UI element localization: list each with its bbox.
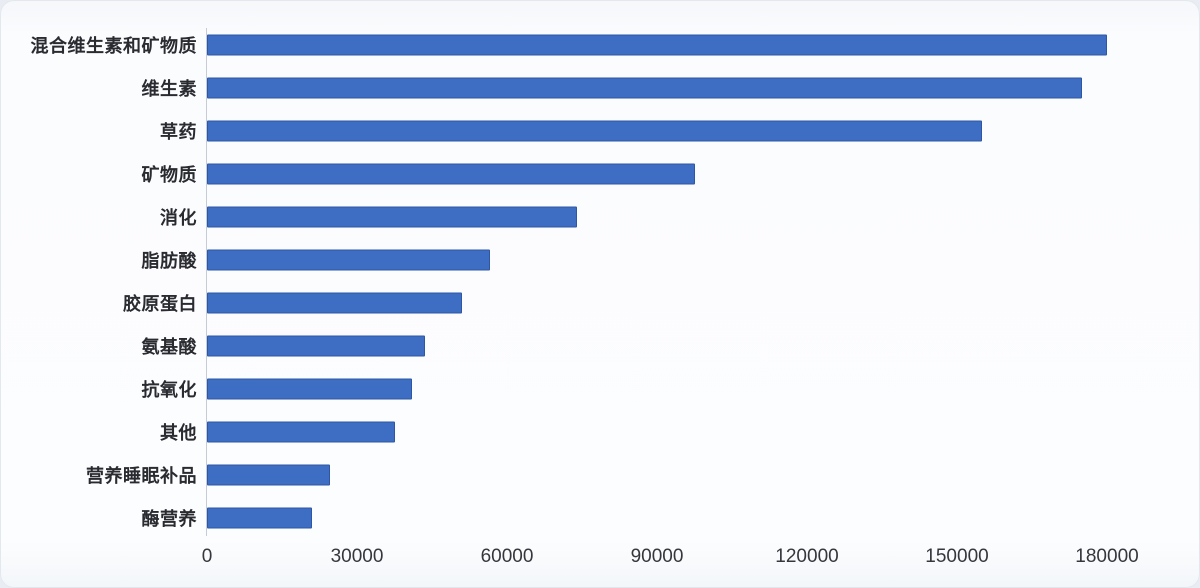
category-label: 氨基酸 <box>141 336 197 357</box>
bar <box>207 378 412 399</box>
bar-row: 抗氧化 <box>0 367 1200 410</box>
bar-row: 胶原蛋白 <box>0 281 1200 324</box>
bar <box>207 292 462 313</box>
bar <box>207 77 1082 98</box>
bar <box>207 335 425 356</box>
bar-row: 其他 <box>0 410 1200 453</box>
x-tick-label: 0 <box>201 546 213 567</box>
bar <box>207 464 330 485</box>
category-label: 矿物质 <box>141 164 197 185</box>
bar-row: 消化 <box>0 195 1200 238</box>
category-label: 酶营养 <box>141 508 197 529</box>
bar-row: 草药 <box>0 109 1200 152</box>
category-label: 混合维生素和矿物质 <box>30 35 197 56</box>
category-label: 维生素 <box>141 78 197 99</box>
bar-row: 混合维生素和矿物质 <box>0 23 1200 66</box>
x-tick-label: 150000 <box>925 546 989 567</box>
bar-row: 维生素 <box>0 66 1200 109</box>
bar <box>207 421 395 442</box>
bar <box>207 120 982 141</box>
bar <box>207 507 312 528</box>
x-tick-label: 60000 <box>480 546 534 567</box>
bar-row: 氨基酸 <box>0 324 1200 367</box>
bar <box>207 206 577 227</box>
category-label: 抗氧化 <box>141 379 197 400</box>
category-label: 消化 <box>160 207 197 228</box>
bar-row: 营养睡眠补品 <box>0 453 1200 496</box>
bar-row: 酶营养 <box>0 496 1200 539</box>
bar-rows-container: 混合维生素和矿物质维生素草药矿物质消化脂肪酸胶原蛋白氨基酸抗氧化其他营养睡眠补品… <box>0 23 1200 539</box>
x-tick-label: 30000 <box>330 546 384 567</box>
x-axis: 0 30000 60000 90000 120000 150000 180000 <box>0 546 1200 576</box>
bar <box>207 163 695 184</box>
y-axis-line <box>206 28 207 536</box>
category-label: 胶原蛋白 <box>123 293 197 314</box>
bar <box>207 249 490 270</box>
x-tick-label: 180000 <box>1075 546 1139 567</box>
x-tick-label: 120000 <box>775 546 839 567</box>
x-tick-label: 90000 <box>630 546 684 567</box>
bar-row: 矿物质 <box>0 152 1200 195</box>
category-label: 其他 <box>160 422 197 443</box>
category-label: 草药 <box>160 121 197 142</box>
category-label: 营养睡眠补品 <box>86 465 197 486</box>
category-label: 脂肪酸 <box>141 250 197 271</box>
bar-row: 脂肪酸 <box>0 238 1200 281</box>
bar <box>207 34 1107 55</box>
